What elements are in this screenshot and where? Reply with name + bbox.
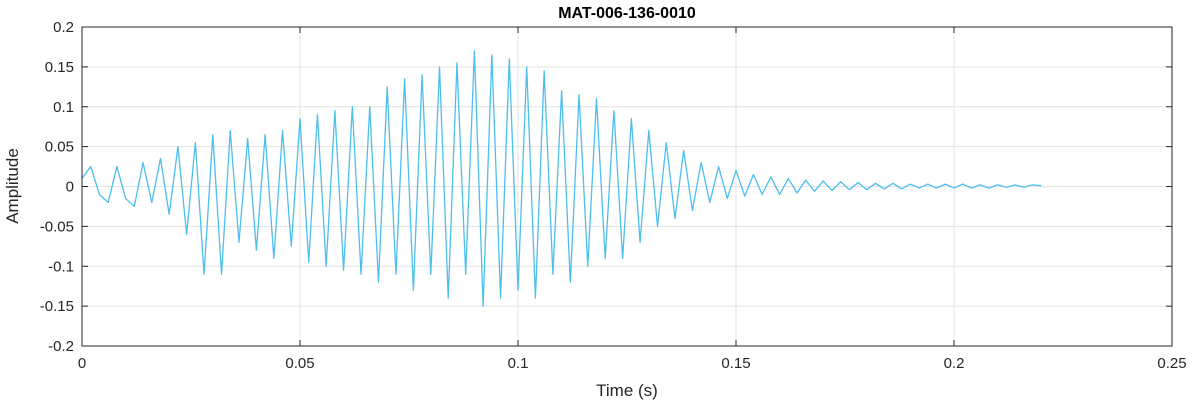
x-tick-label: 0.1: [508, 355, 529, 372]
signal-line: [81, 50, 1042, 307]
plot-area: [81, 50, 1042, 307]
x-tick-label: 0: [78, 355, 86, 372]
y-axis-label: Amplitude: [3, 148, 22, 224]
chart-title: MAT-006-136-0010: [558, 5, 696, 22]
y-tick-label: 0.15: [45, 59, 74, 76]
y-tick-label: -0.2: [48, 338, 74, 355]
y-tick-label: -0.05: [40, 218, 74, 235]
y-tick-label: 0.05: [45, 139, 74, 156]
y-tick-label: 0: [66, 179, 74, 196]
y-tick-label: -0.15: [40, 298, 74, 315]
x-tick-label: 0.2: [944, 355, 965, 372]
axis-ticks: 0 0.05 0.1 0.15 0.2 0.25 -0.2 -0.15 -0.1 -0.05 0 0.…: [40, 19, 1187, 372]
x-tick-label: 0.15: [721, 355, 750, 372]
x-axis-label: Time (s): [596, 381, 658, 400]
y-tick-label: 0.1: [53, 99, 74, 116]
x-tick-label: 0.05: [285, 355, 314, 372]
x-tick-label: 0.25: [1157, 355, 1186, 372]
y-tick-label: 0.2: [53, 19, 74, 36]
y-tick-label: -0.1: [48, 258, 74, 275]
